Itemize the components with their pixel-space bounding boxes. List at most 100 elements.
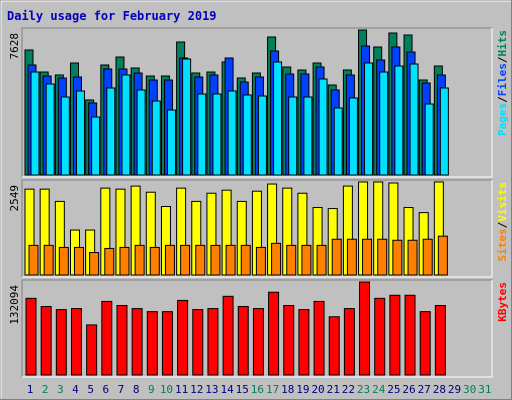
bar [286, 244, 297, 276]
bar [343, 308, 355, 376]
bar [134, 244, 145, 276]
bar [313, 300, 325, 376]
x-tick-label: 22 [342, 383, 355, 396]
bar [389, 294, 401, 376]
bar [404, 294, 416, 376]
legend: KBytes [496, 282, 509, 322]
bar [242, 94, 252, 176]
bar [331, 238, 342, 276]
bar [303, 96, 313, 176]
bar [283, 305, 295, 376]
bar [60, 96, 70, 176]
bar [177, 299, 189, 376]
chart-title: Daily usage for February 2019 [7, 9, 217, 23]
x-tick-label: 4 [72, 383, 79, 396]
bar [104, 247, 115, 276]
bar [273, 61, 283, 176]
panel-highlight [22, 180, 493, 278]
bar [182, 58, 192, 176]
x-tick-label: 31 [478, 383, 491, 396]
panel-highlight [22, 28, 493, 178]
bar [252, 308, 264, 376]
bar [437, 235, 448, 276]
x-tick-label: 2 [42, 383, 49, 396]
bar [222, 295, 234, 376]
bar [227, 90, 237, 176]
x-tick-label: 28 [433, 383, 446, 396]
bar [166, 109, 176, 176]
bar [180, 244, 191, 276]
x-tick-label: 8 [133, 383, 140, 396]
bar [419, 311, 431, 376]
legend-entry: Pages [496, 103, 509, 136]
bar [301, 244, 312, 276]
bar [136, 89, 146, 176]
bar [359, 281, 371, 376]
x-tick-label: 6 [102, 383, 109, 396]
bar [25, 297, 37, 376]
bar [268, 291, 280, 376]
bar [422, 238, 433, 276]
bar [377, 238, 388, 276]
x-tick-label: 25 [387, 383, 400, 396]
bar [116, 305, 128, 376]
x-tick-label: 29 [448, 383, 461, 396]
bar [40, 306, 52, 376]
x-tick-label: 5 [87, 383, 94, 396]
bar [70, 308, 82, 376]
bar [394, 65, 404, 176]
x-tick-label: 21 [327, 383, 340, 396]
bar [210, 244, 221, 276]
bar [298, 309, 310, 376]
bar [149, 246, 160, 276]
legend-entry: KBytes [496, 282, 509, 322]
bar [225, 244, 236, 276]
bar [151, 100, 161, 176]
x-tick-label: 30 [463, 383, 476, 396]
x-tick-label: 27 [418, 383, 431, 396]
bar [195, 244, 206, 276]
x-tick-label: 11 [175, 383, 188, 396]
bar [89, 252, 100, 276]
bar [240, 244, 251, 276]
bar [121, 74, 131, 176]
bar [197, 93, 207, 176]
bar [288, 96, 298, 176]
bar [255, 246, 266, 276]
x-tick-label: 24 [372, 383, 386, 396]
bar [271, 242, 282, 276]
bar [407, 239, 418, 276]
bar [392, 239, 403, 276]
bar [409, 63, 419, 176]
bar [73, 246, 84, 276]
bar [106, 87, 116, 176]
panel-highlight [22, 280, 493, 378]
legend-separator: / [496, 56, 509, 63]
legend-separator: / [496, 96, 509, 103]
bar [257, 95, 267, 176]
bar [119, 246, 130, 276]
x-tick-label: 16 [251, 383, 264, 396]
x-tick-label: 7 [118, 383, 125, 396]
bar [316, 244, 327, 276]
x-tick-label: 26 [402, 383, 415, 396]
bar [30, 71, 40, 176]
bar [86, 324, 98, 376]
x-tick-label: 19 [296, 383, 309, 396]
bar [318, 78, 328, 176]
x-tick-label: 12 [190, 383, 203, 396]
bar [43, 244, 54, 276]
legend-entry: Sites [496, 228, 509, 261]
bar [28, 244, 39, 276]
x-tick-label: 9 [148, 383, 155, 396]
bar [362, 238, 373, 276]
bar [434, 305, 446, 376]
bar [212, 93, 222, 176]
bar [101, 300, 113, 376]
legend: Sites/Visits [496, 182, 509, 262]
bar [146, 311, 158, 376]
bar [439, 87, 449, 176]
legend-entry: Files [496, 63, 509, 96]
